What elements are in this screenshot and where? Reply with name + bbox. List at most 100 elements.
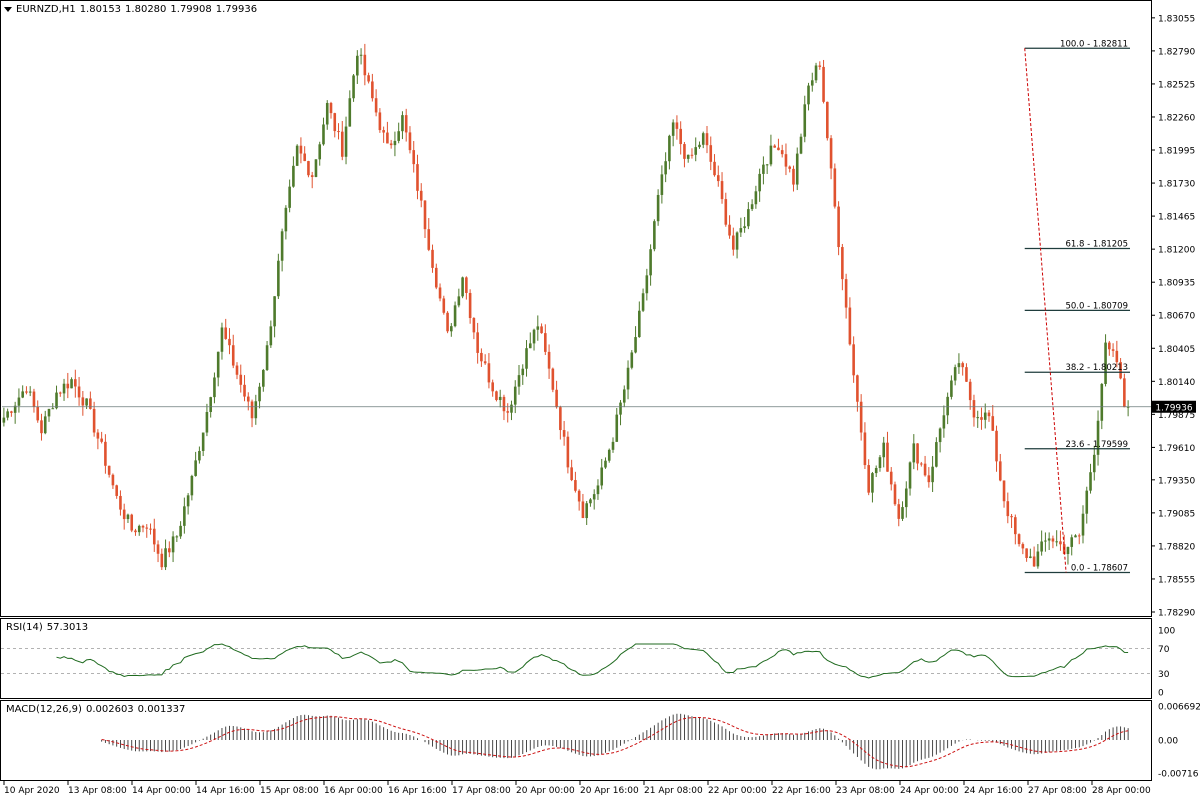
candle-body bbox=[532, 329, 536, 344]
candle-body bbox=[1021, 544, 1025, 549]
candle-body bbox=[495, 391, 498, 401]
candle-body bbox=[833, 168, 837, 207]
candle-body bbox=[517, 375, 521, 387]
current-price-label: 1.79936 bbox=[1155, 403, 1192, 413]
candle-body bbox=[886, 442, 889, 472]
macd-indicator: 0.006692 0.00 -0.00716 bbox=[101, 703, 1200, 780]
symbol-dropdown-icon[interactable] bbox=[4, 6, 12, 12]
rsi-indicator: 100 70 30 0 bbox=[1, 627, 1175, 699]
candle-body bbox=[1104, 342, 1107, 384]
candle-body bbox=[1115, 350, 1119, 363]
macd-signal-value: 0.001337 bbox=[137, 704, 186, 715]
candle-body bbox=[829, 138, 833, 169]
rsi-tick-label: 30 bbox=[1158, 670, 1170, 680]
candle-body bbox=[205, 411, 209, 433]
candle-body bbox=[1059, 541, 1062, 545]
candle-body bbox=[269, 326, 273, 346]
candle-body bbox=[85, 398, 88, 406]
candle-body bbox=[340, 131, 344, 157]
candle-body bbox=[878, 457, 882, 469]
candle-body bbox=[2, 417, 6, 423]
candle-body bbox=[220, 327, 224, 352]
candle-body bbox=[686, 154, 690, 159]
candle-body bbox=[570, 467, 573, 481]
candle-body bbox=[356, 55, 359, 76]
candle-body bbox=[1006, 501, 1010, 517]
candle-body bbox=[724, 199, 728, 225]
candle-body bbox=[457, 296, 461, 306]
candle-body bbox=[998, 461, 1002, 481]
price-tick-label: 1.78555 bbox=[1158, 575, 1195, 585]
candle-body bbox=[442, 298, 446, 313]
candle-body bbox=[931, 466, 934, 483]
candle-body bbox=[562, 430, 566, 437]
close-price: 1.79936 bbox=[215, 4, 258, 15]
candle-body bbox=[1055, 541, 1058, 543]
candle-body bbox=[104, 441, 107, 466]
rsi-tick-label: 100 bbox=[1158, 627, 1175, 637]
time-tick-label: 24 Apr 00:00 bbox=[900, 786, 959, 796]
candle-body bbox=[393, 140, 397, 146]
candle-body bbox=[130, 514, 134, 531]
candle-body bbox=[660, 174, 664, 195]
candle-body bbox=[611, 441, 615, 450]
candle-body bbox=[273, 296, 276, 327]
candle-body bbox=[483, 361, 487, 364]
candle-body bbox=[149, 528, 152, 530]
candle-body bbox=[374, 98, 378, 113]
candle-body bbox=[510, 404, 513, 413]
candle-body bbox=[183, 506, 186, 526]
candle-body bbox=[13, 405, 17, 413]
candle-body bbox=[758, 173, 761, 192]
candle-body bbox=[972, 400, 976, 418]
candle-body bbox=[246, 396, 250, 402]
time-tick-label: 16 Apr 00:00 bbox=[324, 786, 383, 796]
candle-body bbox=[62, 383, 66, 394]
candle-body bbox=[303, 153, 306, 162]
candle-body bbox=[156, 544, 160, 554]
candle-body bbox=[119, 495, 122, 510]
candle-body bbox=[521, 368, 525, 376]
candle-body bbox=[25, 391, 28, 393]
candle-body bbox=[592, 494, 596, 500]
candle-body bbox=[419, 190, 423, 201]
candle-body bbox=[1036, 551, 1040, 567]
candle-body bbox=[792, 168, 795, 185]
candle-body bbox=[292, 165, 295, 187]
candle-body bbox=[472, 318, 476, 333]
candle-body bbox=[1123, 378, 1126, 408]
candle-body bbox=[649, 249, 652, 276]
candle-body bbox=[950, 380, 953, 397]
candle-body bbox=[397, 131, 400, 141]
candle-body bbox=[762, 164, 765, 174]
candle-body bbox=[325, 102, 329, 125]
candle-body bbox=[607, 449, 611, 461]
candle-body bbox=[228, 338, 231, 346]
current-price-tag bbox=[1152, 400, 1196, 413]
candle-body bbox=[1081, 513, 1085, 536]
candle-body bbox=[480, 352, 483, 362]
candle-body bbox=[344, 126, 348, 157]
candle-body bbox=[408, 132, 412, 151]
candle-body bbox=[1066, 546, 1070, 555]
candle-body bbox=[803, 104, 807, 137]
fibonacci-retracement[interactable]: 100.0 - 1.82811 61.8 - 1.81205 50.0 - 1.80… bbox=[1024, 39, 1130, 573]
price-tick-label: 1.79610 bbox=[1158, 444, 1195, 454]
macd-signal-line bbox=[101, 716, 1129, 768]
candle-body bbox=[732, 235, 735, 250]
candle-body bbox=[540, 326, 543, 334]
candle-body bbox=[961, 363, 964, 368]
candle-body bbox=[822, 66, 825, 102]
price-tick-label: 1.81995 bbox=[1158, 147, 1195, 157]
candle-body bbox=[991, 416, 995, 431]
price-tick-label: 1.79085 bbox=[1158, 509, 1195, 519]
candle-body bbox=[216, 351, 220, 378]
candle-body bbox=[1002, 480, 1006, 502]
candle-body bbox=[528, 343, 532, 349]
candle-body bbox=[739, 228, 743, 233]
candle-body bbox=[111, 474, 115, 486]
time-tick-label: 16 Apr 16:00 bbox=[388, 786, 447, 796]
candle-body bbox=[194, 460, 197, 476]
price-tick-label: 1.81730 bbox=[1158, 180, 1195, 190]
